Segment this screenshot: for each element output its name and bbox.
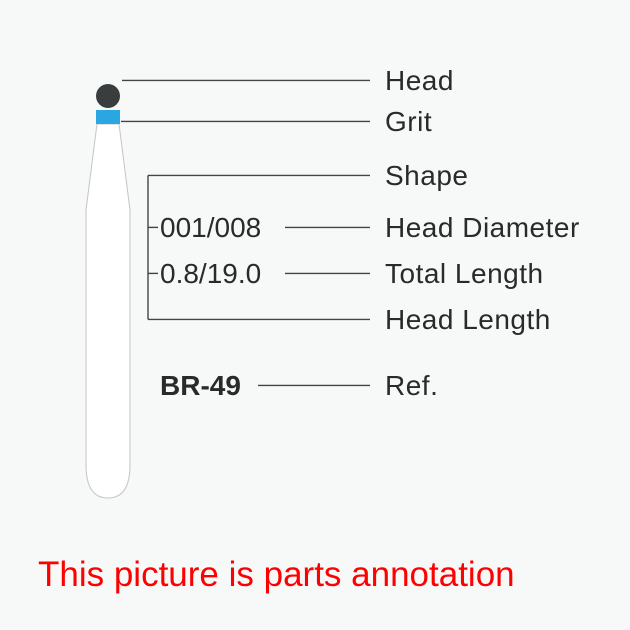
value-ref: BR-49 xyxy=(160,370,241,402)
caption-text: This picture is parts annotation xyxy=(38,555,515,595)
label-shape: Shape xyxy=(385,160,468,192)
value-total-length: 0.8/19.0 xyxy=(160,258,261,290)
label-head-length: Head Length xyxy=(385,304,551,336)
label-total-length: Total Length xyxy=(385,258,544,290)
label-head-diameter: Head Diameter xyxy=(385,212,580,244)
label-head: Head xyxy=(385,65,454,97)
label-ref: Ref. xyxy=(385,370,438,402)
value-head-diameter: 001/008 xyxy=(160,212,261,244)
label-grit: Grit xyxy=(385,106,432,138)
